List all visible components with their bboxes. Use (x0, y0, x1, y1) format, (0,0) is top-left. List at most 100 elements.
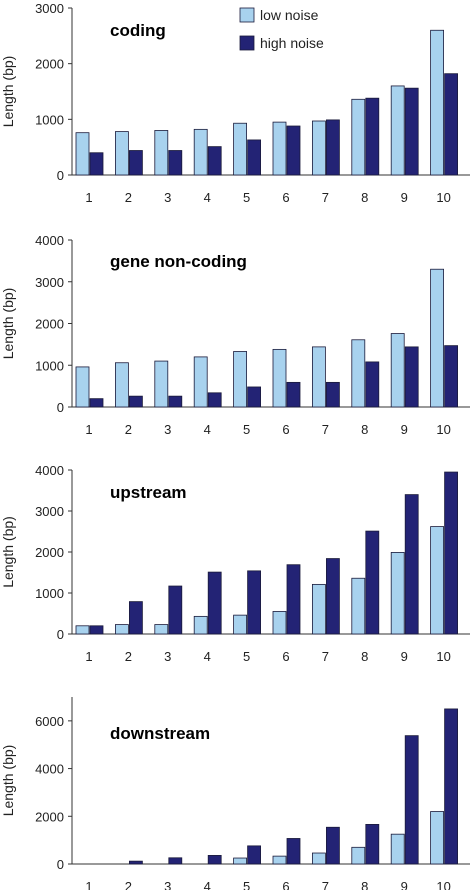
x-tick-label: 9 (401, 190, 408, 205)
bar-low-noise-7 (311, 120, 326, 176)
bar-high-noise-1 (89, 625, 104, 635)
bar-high-noise-3 (168, 585, 183, 635)
bar-low-noise-10 (430, 526, 445, 635)
x-tick-label: 9 (401, 879, 408, 890)
bar-low-noise-3 (154, 130, 169, 176)
x-tick-label: 3 (164, 422, 171, 437)
y-tick-label: 0 (57, 857, 64, 872)
x-tick-label: 2 (125, 422, 132, 437)
y-tick-label: 0 (57, 400, 64, 415)
x-tick-label: 9 (401, 422, 408, 437)
y-tick-label: 3000 (35, 1, 64, 16)
bar-low-noise-10 (430, 268, 445, 408)
y-tick-label: 4000 (35, 762, 64, 777)
x-tick-label: 7 (322, 879, 329, 890)
bar-low-noise-5 (233, 122, 248, 176)
bar-high-noise-8 (365, 823, 380, 865)
x-tick-label: 1 (85, 879, 92, 890)
bar-low-noise-6 (272, 611, 287, 635)
x-tick-label: 7 (322, 190, 329, 205)
x-tick-label: 2 (125, 649, 132, 664)
bar-high-noise-4 (207, 571, 222, 635)
legend-high-noise-label: high noise (260, 35, 324, 51)
bar-low-noise-7 (311, 583, 326, 635)
x-tick-label: 4 (204, 879, 211, 890)
bar-low-noise-10 (430, 811, 445, 865)
x-tick-label: 5 (243, 190, 250, 205)
chart-panel-3: 0 1000 2000 3000 4000 Length (bp) 1 2 3 4 5 6 7 8 9 10 u… (0, 463, 470, 664)
bar-high-noise-4 (207, 146, 222, 176)
bar-high-noise-10 (444, 73, 459, 176)
panel-title: coding (110, 21, 166, 40)
bar-low-noise-2 (115, 131, 129, 176)
bar-low-noise-9 (390, 85, 405, 176)
x-tick-label: 8 (361, 422, 368, 437)
x-tick-label: 6 (282, 879, 289, 890)
chart-panel-1: 0 1000 2000 3000 Length (bp) 1 2 3 4 5 6 7 8 9 10 codin… (0, 1, 470, 205)
bar-low-noise-9 (390, 833, 405, 865)
bar-high-noise-9 (404, 87, 419, 176)
bar-low-noise-2 (115, 624, 129, 635)
x-tick-label: 5 (243, 879, 250, 890)
x-tick-label: 10 (436, 190, 450, 205)
bar-high-noise-3 (168, 395, 183, 408)
legend-low-noise-swatch (239, 7, 255, 23)
x-tick-label: 3 (164, 649, 171, 664)
bar-high-noise-4 (207, 855, 222, 865)
bar-low-noise-8 (351, 98, 366, 176)
x-tick-label: 1 (85, 649, 92, 664)
y-tick-label: 2000 (35, 545, 64, 560)
y-axis-label: Length (bp) (0, 745, 16, 817)
x-tick-label: 8 (361, 649, 368, 664)
bar-high-noise-7 (325, 119, 340, 176)
bar-low-noise-5 (233, 857, 248, 865)
bar-low-noise-6 (272, 855, 287, 865)
bar-high-noise-10 (444, 471, 459, 635)
bar-low-noise-5 (233, 351, 248, 408)
x-tick-label: 4 (204, 190, 211, 205)
x-tick-label: 1 (85, 422, 92, 437)
x-tick-label: 3 (164, 190, 171, 205)
bar-low-noise-2 (115, 362, 129, 408)
x-tick-label: 10 (436, 422, 450, 437)
y-tick-label: 3000 (35, 504, 64, 519)
x-tick-label: 5 (243, 422, 250, 437)
y-axis-label: Length (bp) (0, 516, 16, 588)
x-tick-label: 5 (243, 649, 250, 664)
bar-low-noise-3 (154, 624, 169, 635)
bar-high-noise-1 (89, 152, 104, 176)
bar-high-noise-8 (365, 530, 380, 635)
bar-low-noise-7 (311, 852, 326, 865)
bar-low-noise-8 (351, 339, 366, 408)
bar-high-noise-10 (444, 708, 459, 865)
legend-low-noise-label: low noise (260, 7, 319, 23)
bar-low-noise-1 (75, 132, 90, 176)
x-tick-label: 6 (282, 190, 289, 205)
bar-high-noise-7 (325, 558, 340, 635)
bar-high-noise-9 (404, 494, 419, 635)
x-tick-label: 6 (282, 649, 289, 664)
x-tick-label: 1 (85, 190, 92, 205)
y-axis-label: Length (bp) (0, 288, 16, 360)
panel-title: downstream (110, 724, 210, 743)
x-tick-label: 2 (125, 190, 132, 205)
y-tick-label: 3000 (35, 275, 64, 290)
bar-high-noise-5 (247, 570, 262, 635)
x-tick-label: 7 (322, 649, 329, 664)
bar-high-noise-5 (247, 386, 262, 408)
y-tick-label: 1000 (35, 112, 64, 127)
bar-high-noise-7 (325, 381, 340, 408)
y-tick-label: 1000 (35, 358, 64, 373)
bar-high-noise-4 (207, 392, 222, 408)
bar-low-noise-7 (311, 346, 326, 408)
y-axis-label: Length (bp) (0, 56, 16, 128)
bar-low-noise-10 (430, 29, 445, 176)
legend-high-noise-swatch (239, 35, 255, 51)
x-tick-label: 10 (436, 649, 450, 664)
bar-low-noise-8 (351, 846, 366, 865)
y-tick-label: 0 (57, 168, 64, 183)
y-tick-label: 0 (57, 627, 64, 642)
bar-high-noise-2 (128, 150, 143, 176)
y-tick-label: 2000 (35, 317, 64, 332)
x-tick-label: 3 (164, 879, 171, 890)
